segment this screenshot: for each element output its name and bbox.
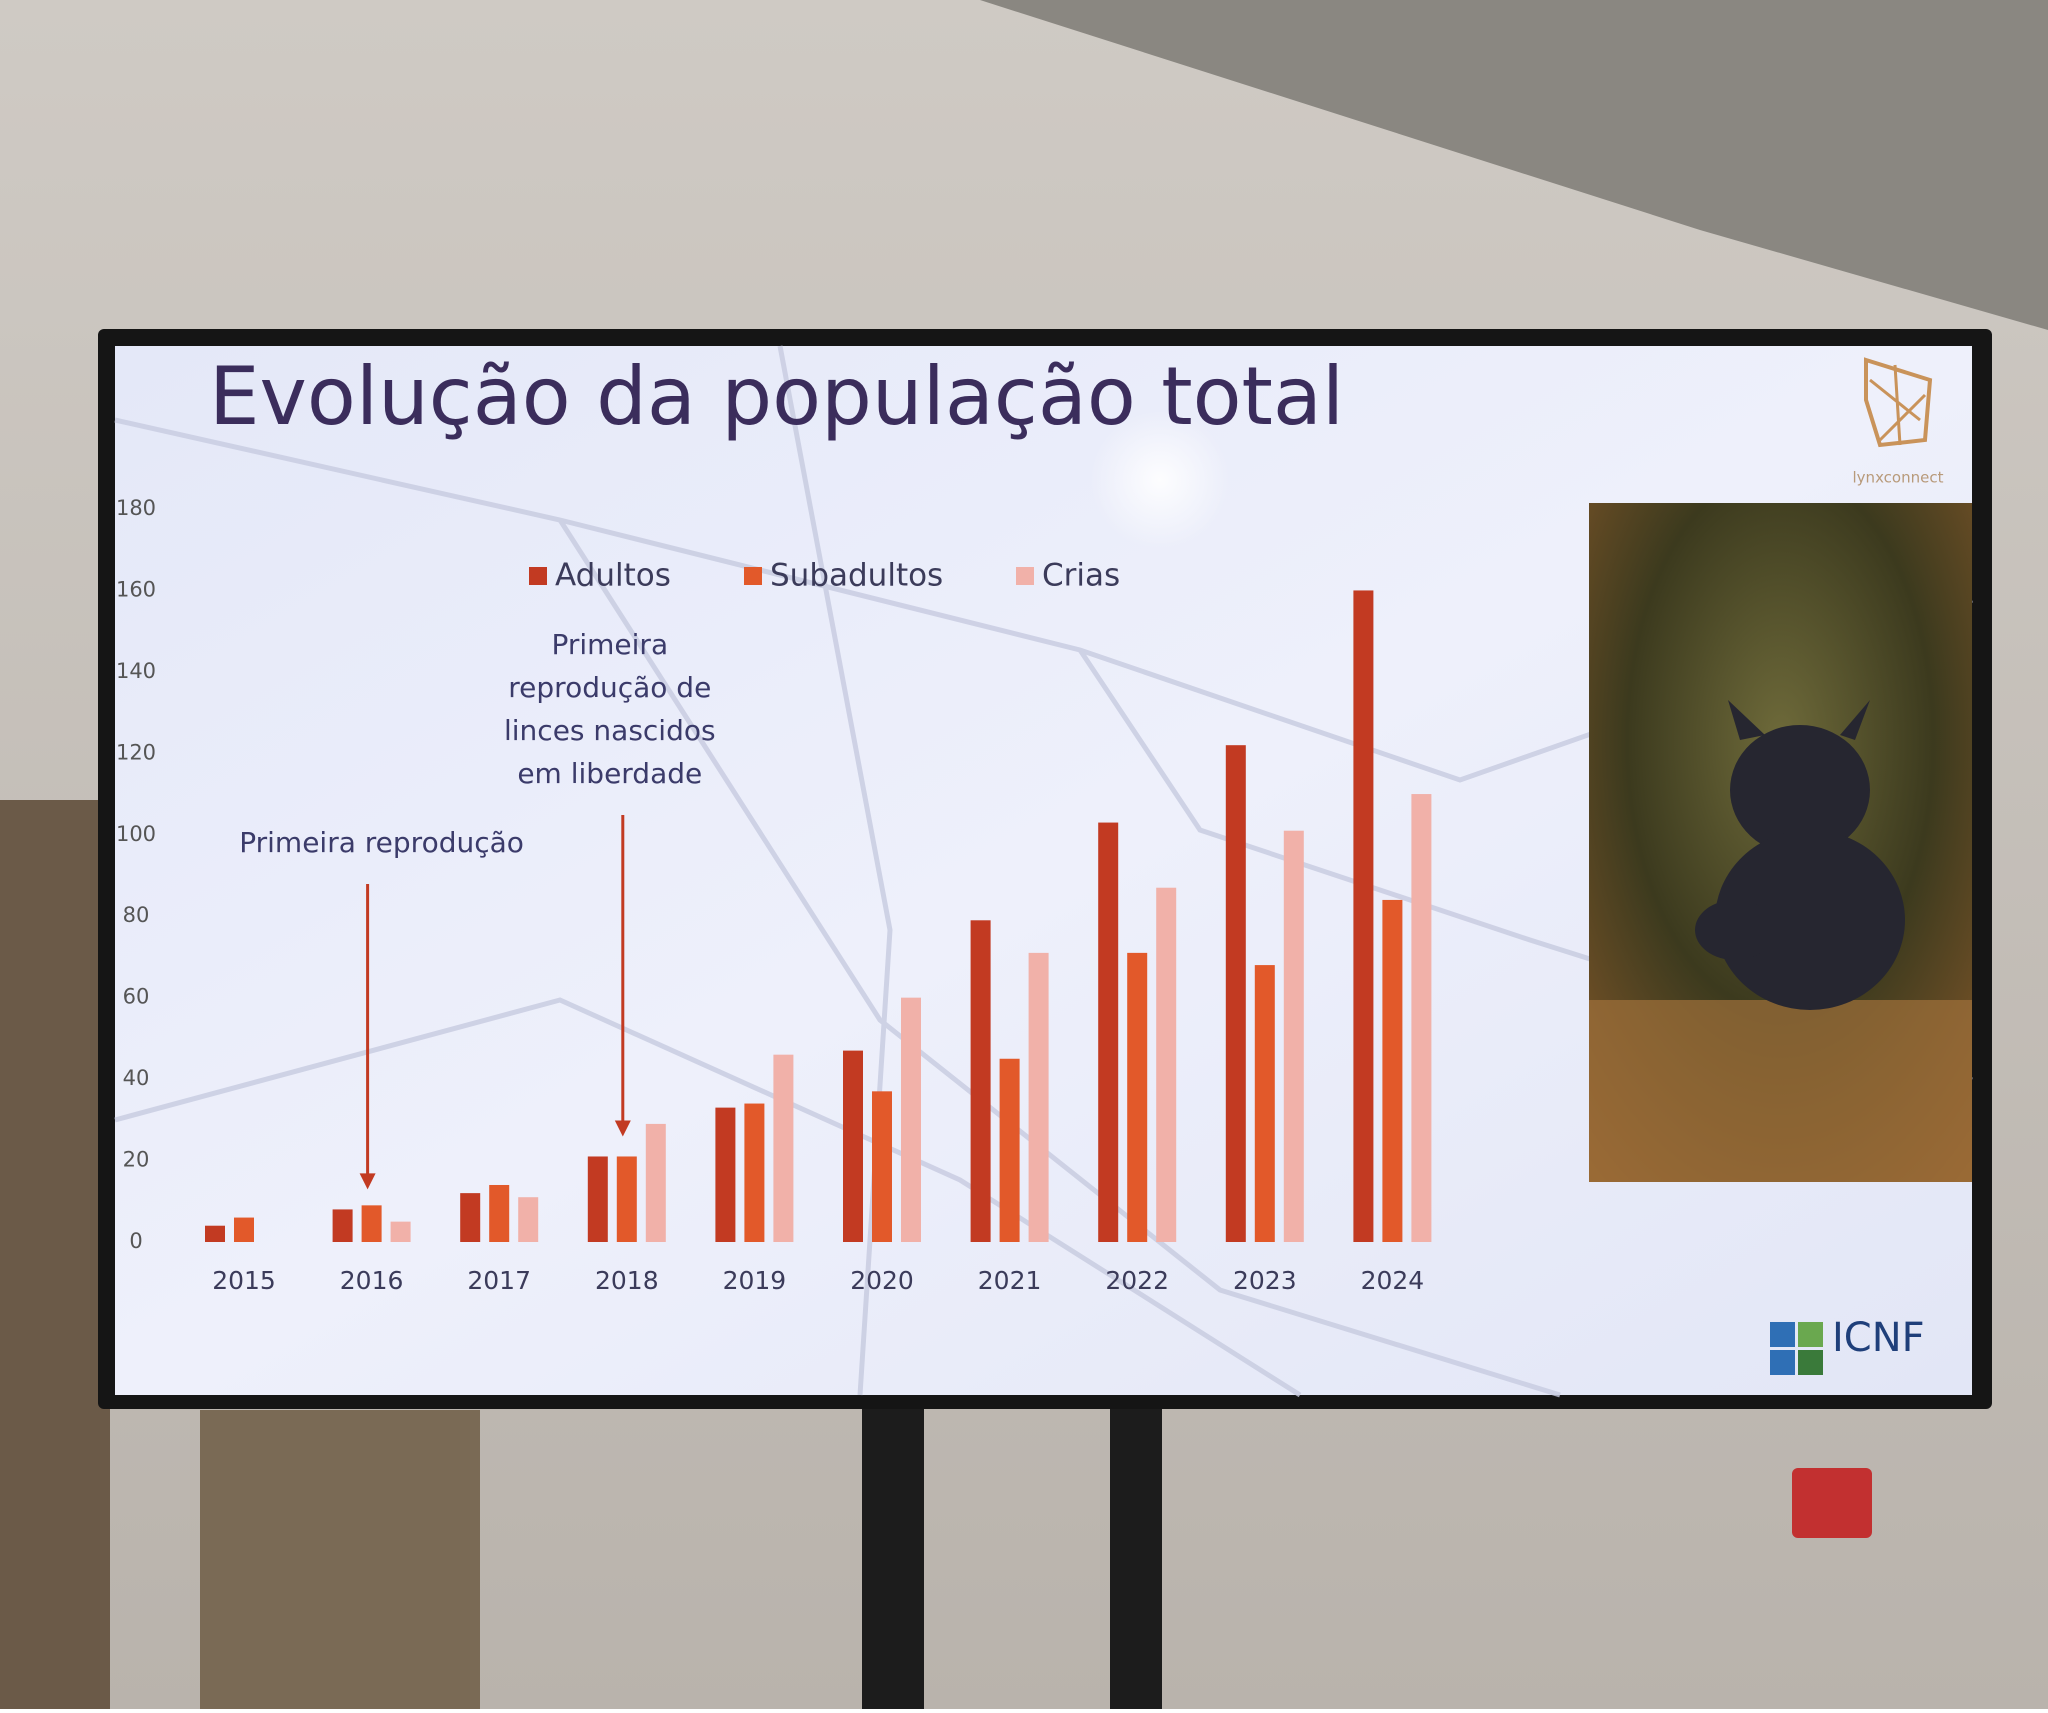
poster <box>0 800 110 1709</box>
y-tick-label: 80 <box>123 903 150 927</box>
bar <box>843 1050 863 1242</box>
annotation-text: linces nascidos <box>504 714 716 747</box>
bar <box>773 1054 794 1242</box>
bar <box>489 1184 510 1242</box>
y-tick-label: 100 <box>116 822 156 846</box>
bar <box>587 1156 608 1242</box>
bar <box>715 1107 736 1242</box>
chart-title: Evolução da população total <box>209 350 1344 443</box>
bar <box>390 1221 411 1242</box>
legend-swatch <box>529 567 547 585</box>
poster <box>200 1410 480 1709</box>
bar <box>616 1156 637 1242</box>
bar <box>518 1197 539 1242</box>
annotation-arrowhead <box>614 1120 631 1137</box>
bar <box>460 1193 481 1242</box>
annotation-arrowhead <box>359 1173 376 1190</box>
logo-mark <box>1798 1322 1823 1347</box>
logo-mark <box>1864 357 1933 448</box>
bar <box>1382 899 1403 1242</box>
logo-text: lynxconnect <box>1853 469 1944 487</box>
annotation-text: em liberdade <box>517 757 702 790</box>
legend-swatch <box>1016 567 1034 585</box>
bar <box>1098 822 1119 1242</box>
x-tick-label: 2016 <box>340 1266 404 1295</box>
top-logo: lynxconnect <box>1853 357 1944 487</box>
legend-label: Crias <box>1042 558 1120 594</box>
x-tick-label: 2019 <box>723 1266 787 1295</box>
x-tick-label: 2023 <box>1233 1266 1297 1295</box>
annotation-text: Primeira reprodução <box>239 826 524 859</box>
legend-label: Subadultos <box>770 558 943 594</box>
bar <box>234 1217 254 1242</box>
bar <box>1028 952 1049 1242</box>
bar <box>744 1103 765 1242</box>
x-tick-label: 2015 <box>212 1266 276 1295</box>
bar <box>999 1058 1020 1242</box>
x-tick-label: 2020 <box>850 1266 914 1295</box>
photo-grass <box>1589 1000 1972 1182</box>
ceiling <box>980 0 2048 330</box>
bar <box>205 1225 225 1242</box>
bar <box>872 1091 892 1242</box>
bar <box>361 1205 382 1242</box>
y-tick-label: 60 <box>123 985 150 1009</box>
stand-leg <box>1110 1405 1162 1709</box>
x-tick-label: 2022 <box>1105 1266 1169 1295</box>
y-tick-label: 160 <box>116 577 156 601</box>
y-tick-label: 40 <box>123 1066 150 1090</box>
x-tick-label: 2024 <box>1361 1266 1425 1295</box>
glare <box>1090 410 1230 550</box>
y-tick-label: 0 <box>129 1229 142 1253</box>
y-tick-label: 140 <box>116 659 156 683</box>
bar <box>1127 952 1148 1242</box>
bar <box>1254 965 1275 1242</box>
alarm <box>1792 1468 1872 1538</box>
stand-leg <box>862 1405 924 1709</box>
y-tick-label: 120 <box>116 740 156 764</box>
logo-mark <box>1770 1322 1795 1347</box>
bar <box>1411 794 1432 1242</box>
y-tick-label: 20 <box>123 1148 150 1172</box>
annotation-text: Primeira <box>551 628 668 661</box>
logo-mark <box>1869 364 1927 446</box>
x-tick-label: 2018 <box>595 1266 659 1295</box>
logo-mark <box>1770 1350 1795 1375</box>
bottom-logo: ICNF <box>1770 1315 1925 1375</box>
legend-swatch <box>744 567 762 585</box>
x-tick-label: 2021 <box>978 1266 1042 1295</box>
logo-mark <box>1798 1350 1823 1375</box>
bar <box>332 1209 353 1242</box>
bar <box>645 1123 666 1242</box>
legend-label: Adultos <box>555 558 671 594</box>
x-tick-label: 2017 <box>467 1266 531 1295</box>
bar <box>1225 745 1246 1242</box>
logo-text: ICNF <box>1832 1315 1925 1361</box>
chart: 0 20 40 60 80 100 120 140 160 180 2015 2016 2017 2018… <box>116 496 1432 1295</box>
lynx <box>1695 700 1905 1010</box>
bar <box>970 920 991 1242</box>
bar <box>1156 887 1177 1242</box>
bar <box>901 997 921 1242</box>
bar <box>1283 830 1304 1242</box>
bar <box>1353 590 1374 1242</box>
y-tick-label: 180 <box>116 496 156 520</box>
annotation-text: reprodução de <box>508 671 711 704</box>
